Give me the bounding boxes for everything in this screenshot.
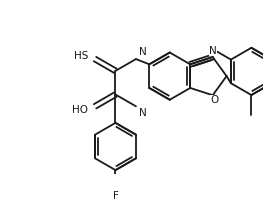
Text: O: O [210, 96, 219, 105]
Text: F: F [113, 191, 118, 199]
Text: N: N [139, 47, 147, 57]
Text: N: N [139, 108, 147, 118]
Text: N: N [209, 46, 216, 56]
Text: HS: HS [74, 51, 88, 60]
Text: HO: HO [72, 105, 88, 115]
